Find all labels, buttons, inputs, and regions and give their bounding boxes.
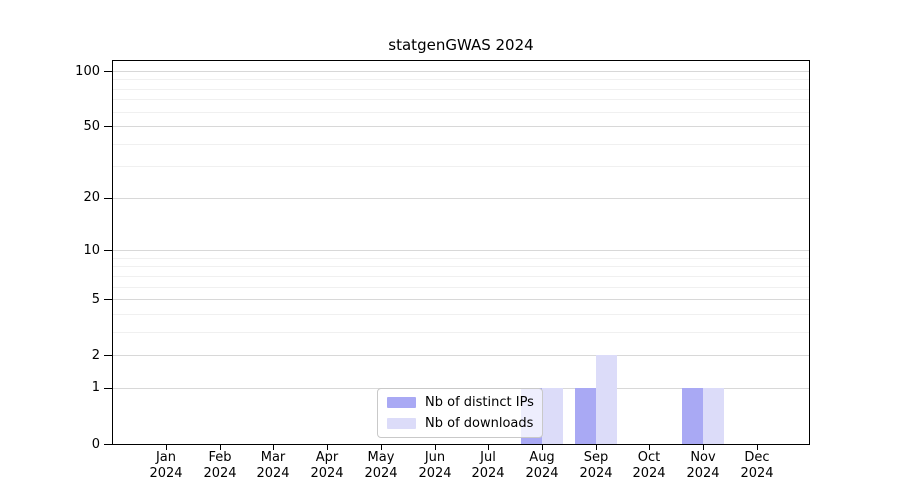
y-tick-label: 100 [75, 64, 100, 79]
gridline-minor [113, 276, 809, 277]
legend-entry-downloads: Nb of downloads [387, 413, 542, 434]
x-tick-label: Oct 2024 [632, 450, 666, 481]
y-tick-mark [104, 444, 112, 445]
gridline-minor [113, 144, 809, 145]
bar-downloads [703, 388, 724, 444]
x-tick-mark [273, 445, 274, 450]
x-tick-mark [757, 445, 758, 450]
y-tick-label: 2 [91, 348, 100, 363]
legend-swatch-downloads [387, 418, 416, 429]
y-tick-label: 50 [83, 119, 100, 134]
x-tick-label: Jul 2024 [471, 450, 505, 481]
y-tick-label: 10 [83, 243, 100, 258]
x-tick-label: Sep 2024 [579, 450, 613, 481]
gridline-minor [113, 314, 809, 315]
gridline-minor [113, 112, 809, 113]
x-tick-label: Nov 2024 [686, 450, 720, 481]
legend-label-distinct-ips: Nb of distinct IPs [425, 394, 534, 410]
gridline-major [113, 71, 809, 72]
y-tick-mark [104, 126, 112, 127]
x-tick-label: Dec 2024 [740, 450, 774, 481]
y-tick-label: 1 [91, 380, 100, 395]
x-tick-mark [596, 445, 597, 450]
x-tick-mark [488, 445, 489, 450]
x-tick-mark [381, 445, 382, 450]
x-tick-label: Jan 2024 [149, 450, 183, 481]
x-tick-label: May 2024 [364, 450, 398, 481]
gridline-minor [113, 79, 809, 80]
gridline-minor [113, 258, 809, 259]
x-tick-label: Feb 2024 [203, 450, 237, 481]
gridline-minor [113, 166, 809, 167]
gridline-major [113, 250, 809, 251]
gridline-minor [113, 332, 809, 333]
bar-distinct-ips [682, 388, 703, 444]
gridline-major [113, 299, 809, 300]
gridline-major [113, 355, 809, 356]
x-tick-mark [649, 445, 650, 450]
y-tick-mark [104, 355, 112, 356]
y-tick-mark [104, 198, 112, 199]
legend: Nb of distinct IPs Nb of downloads [377, 388, 543, 438]
y-tick-mark [104, 388, 112, 389]
x-tick-mark [327, 445, 328, 450]
x-tick-mark [542, 445, 543, 450]
x-tick-mark [703, 445, 704, 450]
x-tick-label: Aug 2024 [525, 450, 559, 481]
x-tick-label: Apr 2024 [310, 450, 344, 481]
plot-area [112, 60, 810, 445]
gridline-major [113, 198, 809, 199]
bar-distinct-ips [575, 388, 596, 444]
gridline-minor [113, 287, 809, 288]
x-tick-mark [435, 445, 436, 450]
gridline-minor [113, 99, 809, 100]
y-tick-mark [104, 299, 112, 300]
chart-title: statgenGWAS 2024 [388, 36, 534, 54]
y-tick-label: 5 [91, 292, 100, 307]
legend-entry-distinct-ips: Nb of distinct IPs [387, 392, 542, 413]
legend-label-downloads: Nb of downloads [425, 415, 534, 431]
gridline-minor [113, 89, 809, 90]
x-tick-label: Mar 2024 [256, 450, 290, 481]
y-tick-mark [104, 250, 112, 251]
legend-swatch-distinct-ips [387, 397, 416, 408]
gridline-major [113, 126, 809, 127]
y-tick-label: 0 [91, 437, 100, 452]
x-tick-label: Jun 2024 [418, 450, 452, 481]
y-tick-mark [104, 71, 112, 72]
bar-downloads [542, 388, 563, 444]
x-tick-mark [220, 445, 221, 450]
gridline-minor [113, 266, 809, 267]
x-tick-mark [166, 445, 167, 450]
y-tick-label: 20 [83, 190, 100, 205]
bar-downloads [596, 355, 617, 444]
